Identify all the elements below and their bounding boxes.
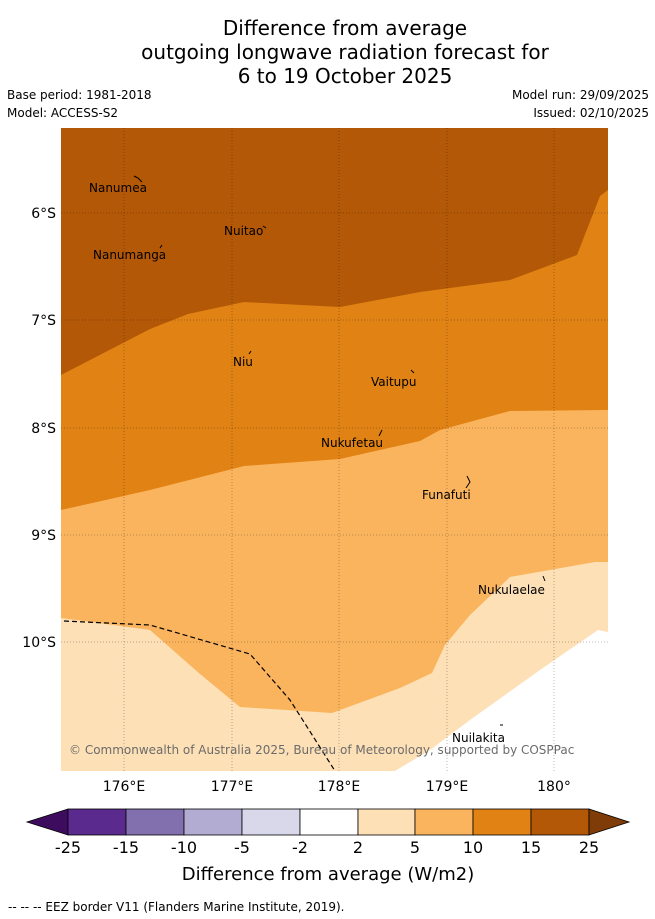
copyright-notice: © Commonwealth of Australia 2025, Bureau… (69, 743, 574, 757)
colorbar-tick: -2 (292, 838, 308, 857)
map-plot-area: Nanumea Nuitao Nanumanga Niu Vaitupu Nuk… (61, 128, 608, 771)
title-line-3: 6 to 19 October 2025 (237, 64, 453, 88)
lat-label: 8°S (31, 421, 56, 437)
lat-label: 6°S (31, 206, 56, 222)
colorbar-tick: 5 (410, 838, 420, 857)
colorbar-extend-high (588, 808, 631, 836)
lon-label: 176°E (103, 779, 146, 795)
island-mark-nukufetau (378, 429, 383, 437)
colorbar-swatch (241, 808, 301, 836)
eez-footnote: -- -- -- EEZ border V11 (Flanders Marine… (8, 900, 345, 914)
island-label-nanumanga: Nanumanga (93, 248, 166, 262)
title-line-1: Difference from average (222, 16, 468, 40)
colorbar-swatch (67, 808, 127, 836)
island-label-nukulaelae: Nukulaelae (478, 583, 545, 597)
colorbar: -25 -15 -10 -5 -2 2 5 10 15 25 Differenc… (25, 808, 631, 885)
lon-label: 179°E (426, 779, 469, 795)
lon-label: 178°E (318, 779, 361, 795)
island-label-nanumea: Nanumea (89, 181, 147, 195)
title-line-2: outgoing longwave radiation forecast for (141, 40, 549, 64)
colorbar-tick: 25 (579, 838, 599, 857)
lat-axis: 6°S 7°S 8°S 9°S 10°S (22, 206, 56, 651)
model-name: Model: ACCESS-S2 (7, 106, 119, 120)
island-marks (133, 175, 546, 726)
island-label-nukufetau: Nukufetau (321, 436, 383, 450)
colorbar-swatch (183, 808, 243, 836)
colorbar-swatch (530, 808, 590, 836)
colorbar-swatch (299, 808, 359, 836)
island-mark-nukulaelae (542, 575, 546, 582)
island-mark-vaitupu (410, 369, 415, 374)
island-label-niu: Niu (233, 355, 253, 369)
issued-date: Issued: 02/10/2025 (533, 106, 649, 120)
eez-border (63, 620, 336, 771)
base-period: Base period: 1981-2018 (7, 88, 152, 102)
lon-label: 177°E (211, 779, 254, 795)
lat-label: 10°S (22, 635, 56, 651)
colorbar-swatch (357, 808, 416, 836)
lon-axis: 176°E 177°E 178°E 179°E 180° (103, 779, 571, 795)
island-label-vaitupu: Vaitupu (371, 375, 417, 389)
colorbar-tick: -25 (55, 838, 81, 857)
model-run: Model run: 29/09/2025 (511, 88, 649, 102)
colorbar-extend-low (25, 808, 69, 836)
band-15-to-25 (61, 128, 608, 375)
colorbar-tick: -15 (113, 838, 139, 857)
island-mark-nanumanga (159, 244, 163, 249)
colorbar-tick: 2 (353, 838, 363, 857)
island-label-nuilakita: Nuilakita (452, 731, 505, 745)
island-label-nuitao: Nuitao (224, 224, 263, 238)
island-mark-nanumea (133, 175, 143, 183)
island-mark-funafuti (465, 475, 471, 489)
gridlines (61, 128, 608, 771)
colorbar-tick: -10 (171, 838, 197, 857)
colorbar-title: Difference from average (W/m2) (182, 864, 474, 885)
lon-label: 180° (537, 779, 571, 795)
island-mark-nuitao (262, 225, 267, 229)
colorbar-tick: -5 (234, 838, 250, 857)
island-label-funafuti: Funafuti (422, 488, 471, 502)
colorbar-swatch (472, 808, 532, 836)
lat-label: 9°S (31, 528, 56, 544)
island-mark-niu (248, 350, 252, 355)
lat-label: 7°S (31, 313, 56, 329)
colorbar-tick: 10 (463, 838, 483, 857)
colorbar-tick: 15 (521, 838, 541, 857)
colorbar-swatch (125, 808, 185, 836)
map-title: Difference from average outgoing longwav… (0, 16, 655, 88)
colorbar-swatch (414, 808, 474, 836)
